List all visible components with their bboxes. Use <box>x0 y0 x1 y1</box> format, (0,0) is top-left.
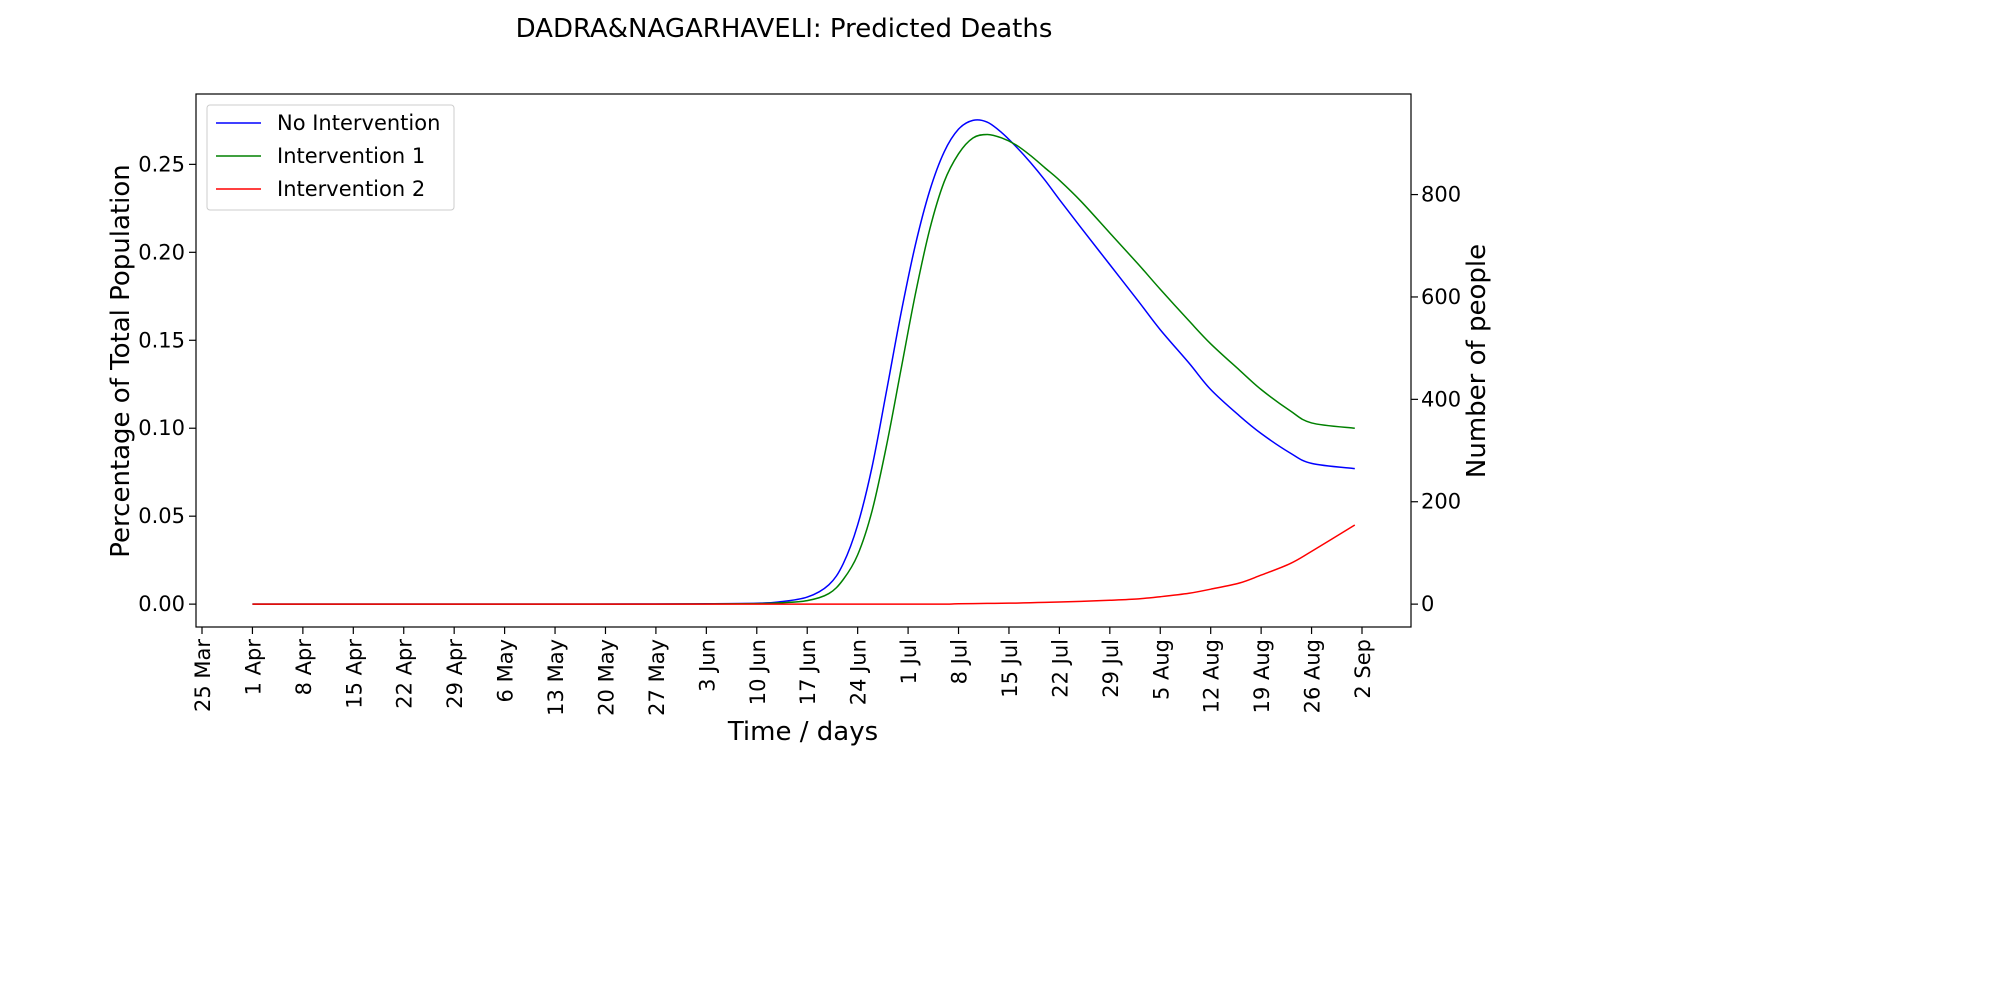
y-tick-label: 0.20 <box>138 240 185 264</box>
x-tick-label: 17 Jun <box>796 639 820 705</box>
y-axis-left: 0.00 0.05 0.10 0.15 0.20 0.25 <box>138 152 196 616</box>
plot-area <box>252 119 1356 605</box>
chart: DADRA&NAGARHAVELI: Predicted Deaths 25 M… <box>106 14 1492 747</box>
legend-label: No Intervention <box>277 111 440 135</box>
x-tick-label: 1 Apr <box>241 639 265 696</box>
x-tick-label: 8 Jul <box>948 639 972 684</box>
y2-tick-label: 0 <box>1421 592 1434 616</box>
y-tick-label: 0.05 <box>138 504 185 528</box>
y-tick-label: 0.00 <box>138 592 185 616</box>
y-axis-label-right: Number of people <box>1462 244 1492 478</box>
x-tick-label: 3 Jun <box>695 639 719 692</box>
y2-tick-label: 400 <box>1421 387 1461 411</box>
y-tick-label: 0.10 <box>138 416 185 440</box>
x-tick-label: 20 May <box>594 639 618 716</box>
x-tick-label: 2 Sep <box>1351 639 1375 699</box>
x-tick-label: 12 Aug <box>1200 639 1224 713</box>
x-tick-label: 24 Jun <box>847 639 871 705</box>
x-tick-label: 22 Apr <box>393 639 417 709</box>
legend-label: Intervention 1 <box>277 144 425 168</box>
x-axis: 25 Mar 1 Apr 8 Apr 15 Apr 22 Apr 29 Apr 6 May 1… <box>191 627 1375 716</box>
y2-tick-label: 800 <box>1421 183 1461 207</box>
legend-box <box>206 104 455 211</box>
plot-frame <box>195 93 1412 628</box>
legend-label: Intervention 2 <box>277 177 425 201</box>
series-line-2 <box>252 524 1356 605</box>
x-tick-label: 19 Aug <box>1250 639 1274 713</box>
y-tick-label: 0.15 <box>138 328 185 352</box>
x-tick-label: 26 Aug <box>1301 639 1325 713</box>
y2-tick-label: 600 <box>1421 285 1461 309</box>
y2-tick-label: 200 <box>1421 490 1461 514</box>
x-tick-label: 6 May <box>494 639 518 702</box>
y-axis-right: 0 200 400 600 800 <box>1411 183 1461 616</box>
x-tick-label: 15 Jul <box>998 639 1022 698</box>
x-tick-label: 25 Mar <box>191 639 215 712</box>
x-tick-label: 29 Apr <box>443 639 467 709</box>
x-tick-label: 5 Aug <box>1149 639 1173 700</box>
chart-title: DADRA&NAGARHAVELI: Predicted Deaths <box>516 14 1053 44</box>
x-tick-label: 8 Apr <box>292 639 316 696</box>
x-tick-label: 29 Jul <box>1099 639 1123 698</box>
x-tick-label: 22 Jul <box>1048 639 1072 698</box>
x-tick-label: 15 Apr <box>342 639 366 709</box>
x-tick-label: 10 Jun <box>746 639 770 705</box>
x-tick-label: 13 May <box>544 639 568 716</box>
legend: No Intervention Intervention 1 Interventio… <box>206 104 455 211</box>
x-tick-label: 1 Jul <box>897 639 921 684</box>
y-tick-label: 0.25 <box>138 152 185 176</box>
y-axis-label-left: Percentage of Total Population <box>106 164 136 557</box>
x-tick-label: 27 May <box>645 639 669 716</box>
x-axis-label: Time / days <box>727 717 878 747</box>
